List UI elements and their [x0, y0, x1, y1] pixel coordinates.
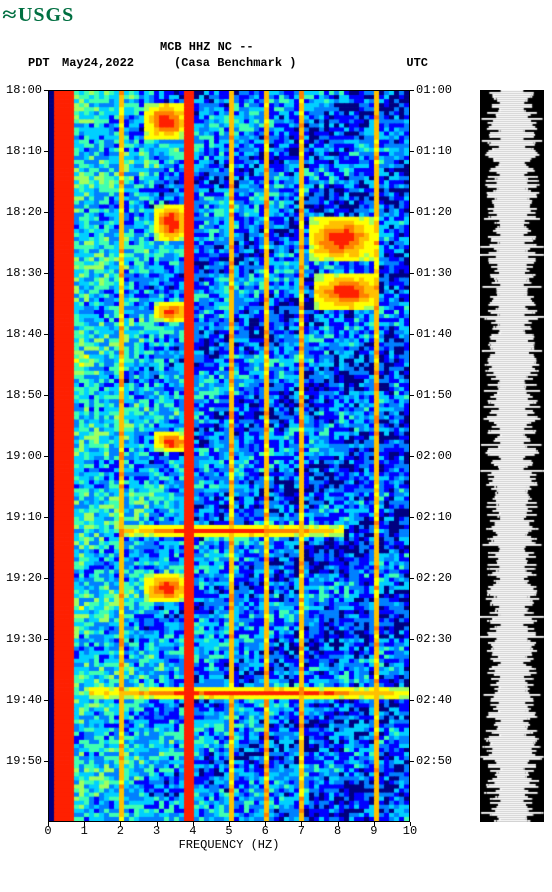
- ytick-right: 01:50: [416, 388, 452, 402]
- xtick: 10: [403, 824, 417, 838]
- xtick-mark: [374, 822, 375, 826]
- xtick-mark: [157, 822, 158, 826]
- ytick-left: 19:20: [6, 571, 42, 585]
- ytick-left: 19:30: [6, 632, 42, 646]
- ytick-left: 19:10: [6, 510, 42, 524]
- ytick-mark: [410, 517, 414, 518]
- tz-right-label: UTC: [406, 56, 428, 70]
- amplitude-strip: [480, 90, 544, 822]
- ytick-mark: [44, 273, 48, 274]
- ytick-mark: [44, 761, 48, 762]
- ytick-mark: [410, 700, 414, 701]
- xtick: 9: [370, 824, 377, 838]
- ytick-right: 02:00: [416, 449, 452, 463]
- ytick-left: 19:50: [6, 754, 42, 768]
- xtick-mark: [193, 822, 194, 826]
- ytick-left: 18:20: [6, 205, 42, 219]
- amplitude-strip-canvas: [480, 90, 544, 822]
- ytick-mark: [44, 578, 48, 579]
- ytick-mark: [44, 334, 48, 335]
- ytick-right: 02:30: [416, 632, 452, 646]
- ytick-mark: [410, 212, 414, 213]
- ytick-mark: [410, 151, 414, 152]
- ytick-mark: [44, 639, 48, 640]
- xtick-mark: [301, 822, 302, 826]
- ytick-left: 18:50: [6, 388, 42, 402]
- xtick: 2: [117, 824, 124, 838]
- ytick-mark: [44, 212, 48, 213]
- tz-left-label: PDT: [28, 56, 50, 70]
- ytick-mark: [410, 273, 414, 274]
- ytick-mark: [44, 151, 48, 152]
- station-desc: (Casa Benchmark ): [174, 56, 296, 70]
- spectrogram-plot: [48, 90, 410, 822]
- ytick-right: 01:20: [416, 205, 452, 219]
- ytick-left: 18:30: [6, 266, 42, 280]
- ytick-right: 01:10: [416, 144, 452, 158]
- ytick-mark: [44, 456, 48, 457]
- spectrogram-canvas: [49, 91, 409, 821]
- xtick: 4: [189, 824, 196, 838]
- ytick-left: 18:10: [6, 144, 42, 158]
- xtick-mark: [338, 822, 339, 826]
- usgs-logo: ≈USGS: [4, 4, 74, 27]
- ytick-right: 01:40: [416, 327, 452, 341]
- ytick-mark: [44, 90, 48, 91]
- usgs-logo-wave-icon: ≈: [2, 4, 18, 27]
- ytick-right: 02:50: [416, 754, 452, 768]
- xtick-mark: [48, 822, 49, 826]
- xtick-mark: [120, 822, 121, 826]
- xtick: 7: [298, 824, 305, 838]
- station-channel: MCB HHZ NC --: [160, 40, 254, 54]
- usgs-logo-text: USGS: [18, 4, 74, 26]
- x-axis-label: FREQUENCY (HZ): [48, 838, 410, 852]
- ytick-mark: [410, 761, 414, 762]
- xtick: 1: [81, 824, 88, 838]
- ytick-mark: [44, 395, 48, 396]
- ytick-mark: [410, 90, 414, 91]
- ytick-left: 19:40: [6, 693, 42, 707]
- date-label: May24,2022: [62, 56, 134, 70]
- ytick-mark: [410, 456, 414, 457]
- xtick-mark: [229, 822, 230, 826]
- xtick: 6: [262, 824, 269, 838]
- ytick-right: 02:10: [416, 510, 452, 524]
- xtick: 5: [225, 824, 232, 838]
- ytick-mark: [410, 334, 414, 335]
- ytick-mark: [410, 578, 414, 579]
- ytick-right: 01:30: [416, 266, 452, 280]
- xtick: 8: [334, 824, 341, 838]
- ytick-mark: [44, 517, 48, 518]
- ytick-right: 02:40: [416, 693, 452, 707]
- ytick-mark: [410, 395, 414, 396]
- ytick-mark: [44, 700, 48, 701]
- xtick-mark: [84, 822, 85, 826]
- xtick: 0: [44, 824, 51, 838]
- ytick-right: 02:20: [416, 571, 452, 585]
- ytick-left: 18:40: [6, 327, 42, 341]
- xtick: 3: [153, 824, 160, 838]
- ytick-left: 18:00: [6, 83, 42, 97]
- ytick-mark: [410, 639, 414, 640]
- xtick-mark: [265, 822, 266, 826]
- xtick-mark: [410, 822, 411, 826]
- ytick-right: 01:00: [416, 83, 452, 97]
- ytick-left: 19:00: [6, 449, 42, 463]
